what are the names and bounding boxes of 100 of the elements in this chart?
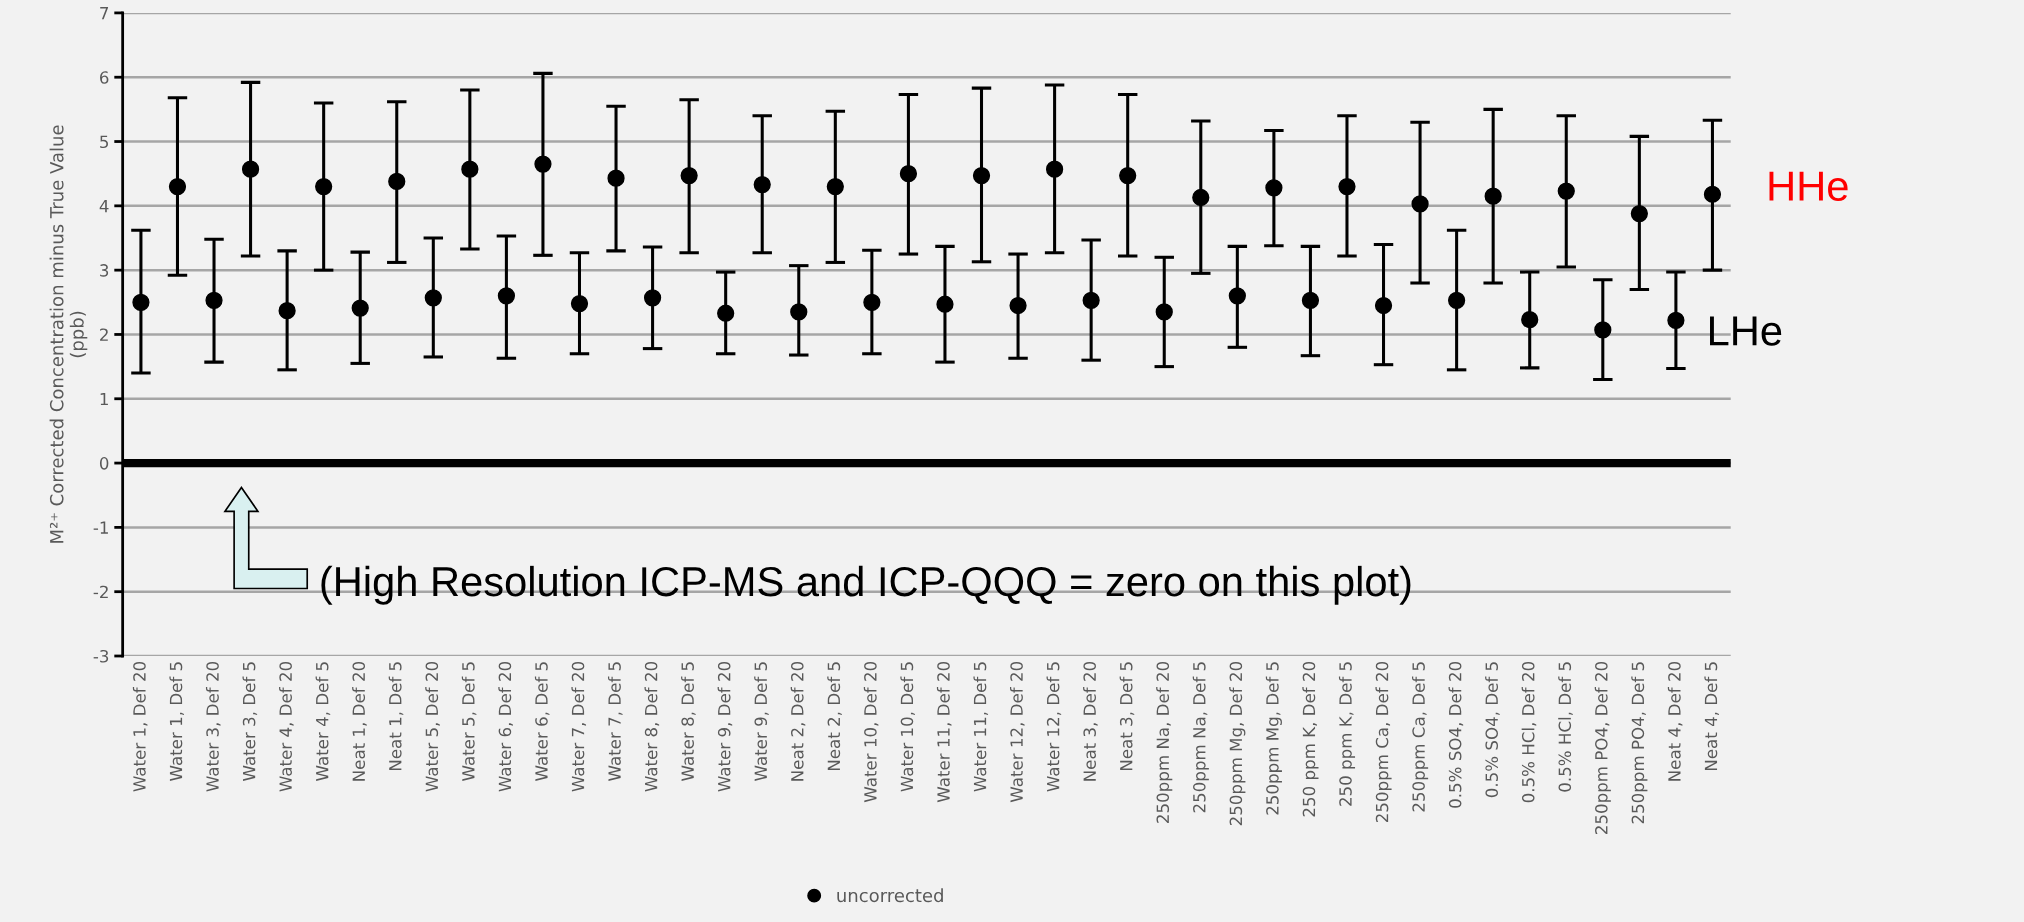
- x-tick-label: Water 1, Def 20: [132, 661, 148, 792]
- x-tick-label: 250 ppm K, Def 20: [1302, 661, 1319, 817]
- x-tick-label: 250ppm Na, Def 5: [1192, 662, 1209, 813]
- x-tick-label: Water 6, Def 5: [534, 662, 550, 781]
- point: [1338, 177, 1356, 196]
- point: [1630, 204, 1648, 223]
- point: [1265, 179, 1283, 197]
- x-tick-label: 0.5% HCl, Def 5: [1558, 662, 1573, 792]
- y-tick-label: 3: [100, 264, 109, 277]
- point: [863, 293, 881, 311]
- x-tick-label: Water 3, Def 20: [205, 661, 221, 792]
- point: [1448, 291, 1466, 309]
- point: [534, 155, 552, 173]
- y-axis-title: M²⁺ Corrected Concentration minus True Value (ppb): [49, 125, 88, 543]
- point: [1411, 195, 1429, 213]
- point: [899, 165, 918, 183]
- text: HHe: [1769, 171, 1848, 201]
- x-tick-label: Water 5, Def 20: [425, 661, 440, 792]
- y-tick-label: 6: [100, 71, 109, 84]
- x-tick-label: Neat 3, Def 5: [1119, 662, 1135, 771]
- x-tick-label: Water 3, Def 5: [242, 662, 258, 781]
- x-tick-label: Neat 1, Def 20: [352, 661, 367, 781]
- point: [717, 304, 735, 322]
- annotation: (High Resolution ICP-MS and ICP-QQQ = zero on this plot): [321, 565, 1411, 605]
- y-tick-label: 7: [100, 7, 109, 20]
- point: [241, 160, 260, 178]
- x-tick-label: Water 9, Def 5: [754, 662, 769, 781]
- y-tick-label: 0: [99, 457, 109, 470]
- point: [1009, 296, 1027, 315]
- point: [1594, 321, 1612, 339]
- point: [1155, 303, 1173, 321]
- x-tick-label: Water 6, Def 20: [498, 661, 513, 792]
- x-tick-label: Water 12, Def 5: [1046, 662, 1062, 792]
- point: [1484, 187, 1502, 205]
- point: [424, 289, 442, 307]
- x-tick-label: 0.5% SO4, Def 20: [1448, 661, 1464, 808]
- y-tick-label: 4: [99, 200, 109, 213]
- x-tick-label: Neat 3, Def 20: [1083, 661, 1098, 781]
- x-tick-label: 0.5% HCl, Def 20: [1521, 661, 1537, 803]
- point: [680, 166, 698, 185]
- x-tick-label: Neat 2, Def 5: [827, 662, 842, 771]
- point: [461, 160, 479, 178]
- point: [278, 302, 296, 320]
- x-tick-label: 250ppm Na, Def 20: [1156, 661, 1173, 823]
- point: [1228, 287, 1246, 305]
- point: [1703, 185, 1722, 203]
- point: [132, 293, 150, 311]
- x-tick-label: Neat 1, Def 5: [388, 662, 404, 771]
- x-tick-label: 250 ppm K, Def 5: [1338, 662, 1356, 806]
- x-tick-label: Neat 2, Def 20: [790, 661, 806, 781]
- x-tick-label: Water 4, Def 20: [279, 661, 294, 792]
- point: [315, 177, 333, 196]
- x-tick-label: 250ppm PO4, Def 20: [1594, 661, 1611, 834]
- point: [826, 177, 844, 196]
- point: [1082, 291, 1100, 309]
- point: [168, 177, 187, 196]
- y-tick-label: -3: [93, 649, 109, 663]
- point: [205, 291, 223, 309]
- point: [1119, 166, 1137, 185]
- x-tick-label: Water 7, Def 20: [571, 661, 587, 792]
- x-tick-label: 250ppm Ca, Def 5: [1412, 662, 1429, 812]
- point: [1521, 311, 1539, 329]
- point: [388, 172, 406, 191]
- x-tick-label: 250ppm Mg, Def 5: [1265, 662, 1282, 815]
- legend-label: uncorrected: [837, 888, 943, 903]
- x-tick-label: 0.5% SO4, Def 5: [1485, 662, 1500, 798]
- x-tick-label: Water 8, Def 20: [644, 661, 660, 792]
- x-tick-label: 250ppm Mg, Def 20: [1229, 661, 1246, 826]
- x-tick-label: Neat 4, Def 5: [1704, 662, 1719, 771]
- x-tick-label: Water 8, Def 5: [681, 662, 696, 781]
- point: [1667, 311, 1685, 329]
- point: [1192, 188, 1210, 207]
- point: [1301, 291, 1320, 309]
- point: [1557, 182, 1575, 200]
- point: [972, 166, 991, 185]
- point: [1374, 296, 1393, 315]
- x-tick-label: Water 11, Def 5: [973, 662, 989, 792]
- x-tick-label: Water 12, Def 20: [1009, 661, 1025, 803]
- x-tick-label: Water 10, Def 20: [863, 661, 879, 803]
- x-tick-label: Water 11, Def 20: [936, 661, 952, 803]
- point: [351, 299, 369, 317]
- point: [497, 287, 516, 305]
- point: [790, 303, 808, 321]
- x-tick-label: Water 7, Def 5: [607, 662, 623, 781]
- point: [936, 295, 954, 313]
- point: [1045, 160, 1064, 178]
- point: [643, 289, 662, 307]
- point: [570, 294, 589, 313]
- x-tick-label: Water 4, Def 5: [315, 662, 331, 781]
- y-tick-label: 2: [100, 328, 108, 341]
- y-tick-label: 5: [100, 135, 108, 149]
- annotation: LHe: [1710, 316, 1782, 346]
- x-tick-label: Water 9, Def 20: [717, 661, 733, 792]
- x-tick-label: 250ppm Ca, Def 20: [1375, 661, 1392, 823]
- x-tick-label: 250ppm PO4, Def 5: [1631, 662, 1648, 824]
- y-tick-label: 1: [100, 392, 108, 406]
- x-tick-label: Water 5, Def 5: [461, 662, 477, 781]
- x-tick-label: Neat 4, Def 20: [1667, 661, 1683, 781]
- x-tick-label: Water 10, Def 5: [900, 662, 915, 792]
- y-tick-label: -1: [93, 521, 108, 534]
